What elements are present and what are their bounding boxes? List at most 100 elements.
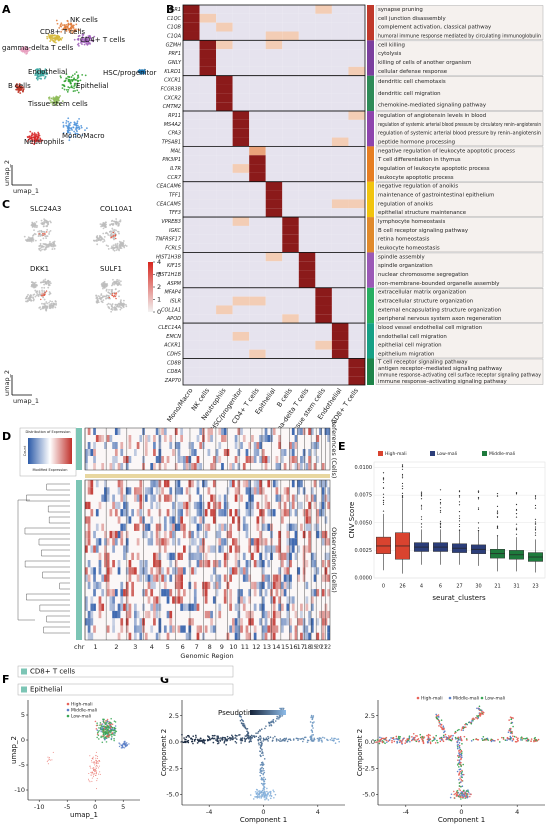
outlier xyxy=(534,496,537,498)
heatmap-cell xyxy=(172,516,175,524)
axis-title: umap_1 xyxy=(13,187,39,195)
heat-cell xyxy=(216,305,233,315)
heat-cell xyxy=(348,128,365,138)
cell-dot xyxy=(334,742,337,744)
heatmap-cell xyxy=(264,494,268,502)
heat-cell xyxy=(298,111,316,120)
heat-cell xyxy=(183,349,200,359)
gene-label: TFF3 xyxy=(169,210,181,216)
heatmap-cell xyxy=(289,456,292,463)
heatmap-cell xyxy=(174,494,178,502)
cell-dot xyxy=(121,746,124,748)
heatmap-cell xyxy=(163,463,167,470)
heatmap-cell xyxy=(207,428,211,435)
heatmap-cell xyxy=(212,516,216,524)
axis-title: umap_1 xyxy=(70,811,98,819)
cell-dot xyxy=(105,721,107,724)
heatmap-cell xyxy=(283,581,287,590)
cell-dot xyxy=(249,794,252,796)
cell-dot xyxy=(74,89,76,92)
heatmap-cell xyxy=(275,480,279,488)
cell-dot xyxy=(32,139,34,142)
heatmap-cell xyxy=(136,538,140,546)
heatmap-cell xyxy=(237,449,241,456)
cell-dot xyxy=(37,230,40,233)
cell-dot xyxy=(99,771,101,773)
cell-dot xyxy=(379,736,381,739)
cell-dot xyxy=(43,221,46,224)
cell-dot xyxy=(446,738,448,741)
cell-dot xyxy=(312,722,314,724)
cell-dot xyxy=(110,733,113,736)
cell-dot xyxy=(255,732,257,734)
heatmap-cell xyxy=(161,456,164,463)
cell-dot xyxy=(76,77,79,80)
heatmap-cell xyxy=(98,610,102,619)
heatmap-cell xyxy=(147,610,151,619)
heatmap-cell xyxy=(264,428,268,435)
heat-cell xyxy=(183,155,200,165)
heatmap-cell xyxy=(85,603,88,611)
cell-dot xyxy=(96,767,98,769)
heatmap-cell xyxy=(85,501,88,510)
cell-dot xyxy=(81,33,84,36)
cell-dot xyxy=(35,140,37,143)
heatmap-cell xyxy=(139,618,143,626)
cluster-label: gamma-delta T cells xyxy=(2,44,74,52)
heat-cell xyxy=(331,164,349,173)
heat-cell xyxy=(331,225,349,235)
heatmap-cell xyxy=(199,545,203,553)
cell-dot xyxy=(263,783,265,785)
heatmap-cell xyxy=(134,632,137,640)
heat-cell xyxy=(331,155,349,165)
cell-dot xyxy=(109,725,111,728)
chr-label: 16 xyxy=(289,643,297,651)
heatmap-cell xyxy=(253,589,257,597)
heat-cell xyxy=(331,102,349,112)
cell-dot xyxy=(410,739,413,742)
outlier xyxy=(477,491,480,494)
cell-dot xyxy=(70,22,72,25)
heat-cell xyxy=(183,331,200,341)
go-term: chemokine-mediated signaling pathway xyxy=(378,103,487,109)
heat-cell xyxy=(315,314,332,324)
cell-dot xyxy=(96,733,99,736)
cell-dot xyxy=(435,716,438,719)
cell-dot xyxy=(97,762,99,764)
group-strip xyxy=(367,287,374,324)
cell-dot xyxy=(192,742,194,745)
dendrogram xyxy=(48,516,70,524)
heatmap-cell xyxy=(234,567,238,575)
cell-dot xyxy=(270,724,273,727)
cell-dot xyxy=(258,791,261,794)
heatmap-cell xyxy=(229,603,232,611)
cell-dot xyxy=(466,739,468,741)
cell-dot xyxy=(28,298,31,301)
y-tick-label: 0.0025 xyxy=(355,548,373,554)
cell-dot xyxy=(63,88,66,91)
heatmap-cell xyxy=(248,618,252,626)
heatmap-cell xyxy=(321,610,325,619)
gene-label: TNFRSF17 xyxy=(155,237,181,243)
cell-dot xyxy=(41,248,43,251)
heat-cell xyxy=(265,278,283,288)
heatmap-cell xyxy=(248,442,252,449)
heatmap-cell xyxy=(253,581,257,590)
dendrogram xyxy=(46,483,70,491)
heatmap-cell xyxy=(221,538,224,546)
cell-dot xyxy=(103,280,106,283)
cell-dot xyxy=(412,732,415,735)
cell-dot xyxy=(426,738,429,741)
heatmap-cell xyxy=(163,530,167,539)
heatmap-cell xyxy=(185,632,189,640)
cell-dot xyxy=(408,735,411,738)
heatmap-cell xyxy=(248,538,252,546)
heatmap-cell xyxy=(248,574,252,582)
heatmap-cell xyxy=(234,632,238,640)
heat-cell xyxy=(249,376,266,385)
heatmap-cell xyxy=(169,530,173,539)
go-term: complement activation, classical pathway xyxy=(378,25,492,31)
heatmap-cell xyxy=(191,618,194,626)
heatmap-cell xyxy=(95,435,99,442)
cell-dot xyxy=(96,760,98,762)
